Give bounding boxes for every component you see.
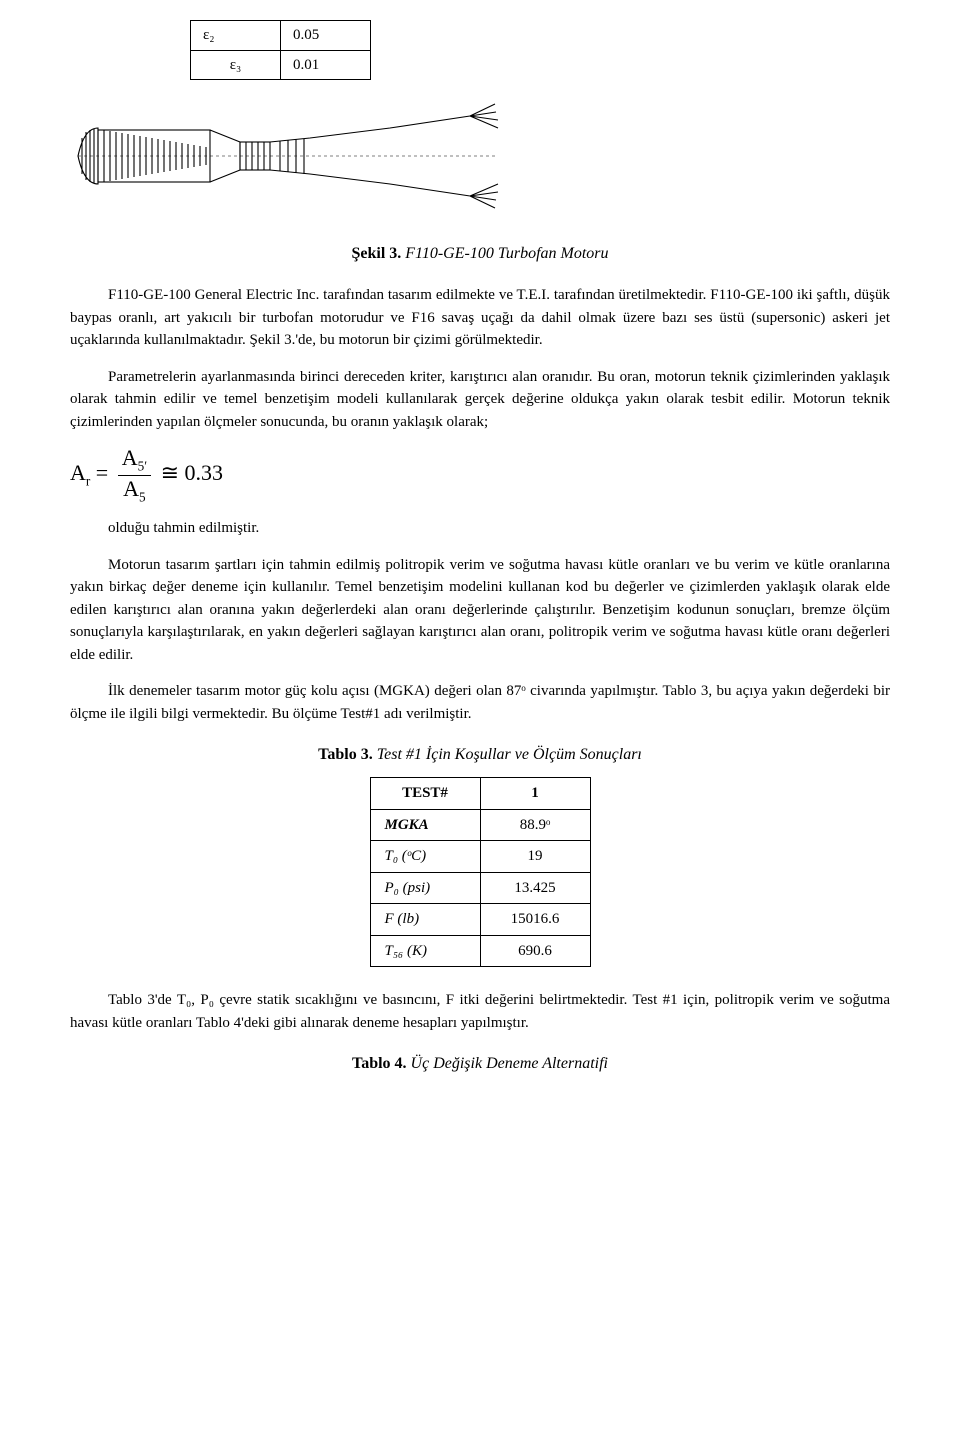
eq-lhs: Ar — [70, 460, 90, 485]
paragraph-2: Parametrelerin ayarlanmasında birinci de… — [70, 366, 890, 434]
table3: TEST# 1 MGKA 88.9ᵒ T₀ (ᵒC) 19 P₀ (psi) 1… — [370, 777, 591, 967]
epsilon-table: ε₂ 0.05 ε₃ 0.01 — [190, 20, 371, 80]
eq-rhs: 0.33 — [185, 460, 224, 485]
table-row: ε₂ 0.05 — [191, 21, 371, 51]
table3-title: Test #1 İçin Koşullar ve Ölçüm Sonuçları — [377, 746, 642, 763]
table3-val-t0: 19 — [480, 841, 590, 873]
paragraph-3: olduğu tahmin edilmiştir. — [70, 517, 890, 540]
table-row: F (lb) 15016.6 — [370, 904, 590, 936]
table3-row-t56: T₅₆ (K) — [370, 935, 480, 967]
eq-equals: = — [96, 460, 114, 485]
table3-val-f: 15016.6 — [480, 904, 590, 936]
paragraph-5: İlk denemeler tasarım motor güç kolu açı… — [70, 680, 890, 725]
table-row: T₅₆ (K) 690.6 — [370, 935, 590, 967]
table3-row-p0: P₀ (psi) — [370, 872, 480, 904]
table3-val-p0: 13.425 — [480, 872, 590, 904]
equation-ar: Ar = A5′ A5 ≅ 0.33 — [70, 447, 890, 503]
paragraph-6: Tablo 3'de T₀, P₀ çevre statik sıcaklığı… — [70, 989, 890, 1034]
table3-row-f: F (lb) — [370, 904, 480, 936]
table4-title: Üç Değişik Deneme Alternatifi — [411, 1055, 608, 1072]
table3-header-col2: 1 — [480, 778, 590, 810]
figure3-caption: Şekil 3. F110-GE-100 Turbofan Motoru — [70, 242, 890, 266]
table4-label: Tablo 4. — [352, 1055, 407, 1072]
eps3-symbol: ε₃ — [191, 50, 281, 80]
eps2-symbol: ε₂ — [191, 21, 281, 51]
paragraph-1: F110-GE-100 General Electric Inc. tarafı… — [70, 284, 890, 352]
eq-fraction: A5′ A5 — [118, 447, 151, 503]
table4-caption: Tablo 4. Üç Değişik Deneme Alternatifi — [70, 1052, 890, 1076]
figure3-label: Şekil 3. — [351, 245, 401, 262]
table3-header-col1: TEST# — [370, 778, 480, 810]
paragraph-4: Motorun tasarım şartları için tahmin edi… — [70, 554, 890, 667]
table3-label: Tablo 3. — [318, 746, 373, 763]
table3-val-t56: 690.6 — [480, 935, 590, 967]
table3-caption: Tablo 3. Test #1 İçin Koşullar ve Ölçüm … — [70, 743, 890, 767]
table-row: TEST# 1 — [370, 778, 590, 810]
table-row: T₀ (ᵒC) 19 — [370, 841, 590, 873]
table-row: P₀ (psi) 13.425 — [370, 872, 590, 904]
table-row: MGKA 88.9ᵒ — [370, 809, 590, 841]
figure3-title: F110-GE-100 Turbofan Motoru — [405, 245, 608, 262]
eq-relation: ≅ — [161, 460, 179, 485]
table3-row-mgka: MGKA — [370, 809, 480, 841]
table3-row-t0: T₀ (ᵒC) — [370, 841, 480, 873]
eps2-value: 0.05 — [281, 21, 371, 51]
engine-drawing-icon — [70, 98, 500, 228]
table3-val-mgka: 88.9ᵒ — [480, 809, 590, 841]
table-row: ε₃ 0.01 — [191, 50, 371, 80]
eps3-value: 0.01 — [281, 50, 371, 80]
engine-figure — [70, 98, 890, 228]
